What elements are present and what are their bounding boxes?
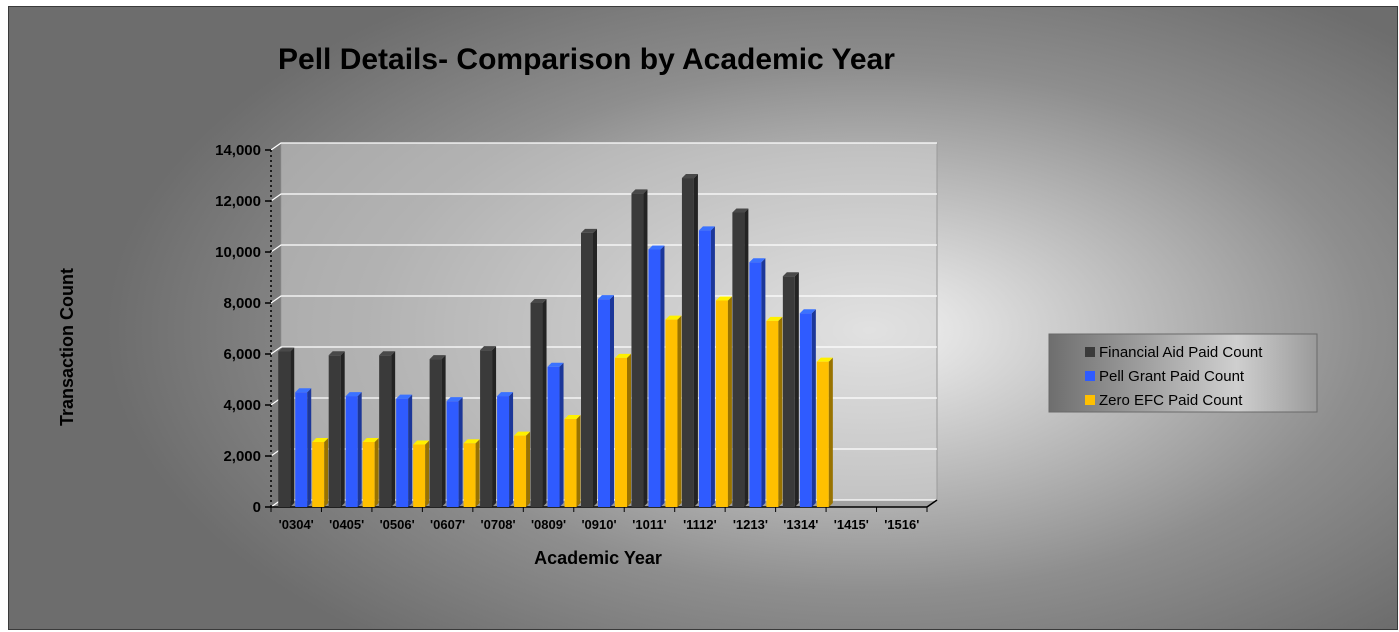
bar — [396, 394, 413, 507]
y-tick-label: 4,000 — [223, 397, 261, 414]
bar — [362, 437, 379, 507]
bar — [816, 357, 833, 507]
bar — [530, 299, 547, 507]
y-tick-labels: 0 2,000 4,000 6,000 8,000 10,000 12,000 14,000 — [215, 142, 261, 516]
y-tick-label: 6,000 — [223, 346, 261, 363]
bar — [698, 226, 715, 507]
bar — [480, 346, 497, 507]
chart-title: Pell Details- Comparison by Academic Yea… — [278, 43, 895, 76]
y-tick-label: 10,000 — [215, 244, 261, 261]
x-tick-label: '0405' — [329, 517, 364, 532]
gridline — [270, 193, 937, 202]
x-tick-label: '1112' — [683, 517, 717, 532]
x-tick-label: '1516' — [884, 517, 919, 532]
legend-swatch — [1085, 371, 1095, 381]
legend-item: Zero EFC Paid Count — [1085, 392, 1243, 409]
bar — [615, 353, 631, 507]
gridline — [270, 295, 937, 304]
bar — [564, 415, 581, 507]
bar — [514, 431, 531, 507]
bar — [648, 245, 665, 507]
bar — [732, 208, 749, 507]
bar — [312, 437, 329, 507]
bar — [665, 315, 682, 507]
x-tick-label: '0809' — [531, 517, 566, 532]
x-tick-label: '0708' — [481, 517, 516, 532]
x-tick-label: '1415' — [834, 517, 869, 532]
y-tick-label: 8,000 — [223, 295, 261, 312]
bar — [497, 392, 514, 507]
x-axis-title: Academic Year — [534, 548, 662, 568]
legend-swatch — [1085, 347, 1095, 357]
bar — [379, 351, 396, 507]
legend-label: Financial Aid Paid Count — [1099, 344, 1263, 361]
x-tick-label: '1314' — [783, 517, 818, 532]
x-tick-labels: '0304' '0405' '0506' '0607' '0708' '0809' '091… — [279, 517, 920, 532]
x-tick-label: '1213' — [733, 517, 768, 532]
bar — [413, 440, 430, 507]
y-axis-title: Transaction Count — [57, 268, 77, 426]
bar — [328, 351, 345, 507]
bar — [681, 174, 698, 508]
bars — [278, 174, 833, 508]
legend-label: Zero EFC Paid Count — [1099, 392, 1243, 409]
legend-item: Financial Aid Paid Count — [1085, 344, 1263, 361]
y-tick-label: 0 — [253, 499, 261, 516]
bar — [446, 397, 463, 507]
y-tick-label: 14,000 — [215, 142, 261, 159]
bar — [581, 228, 597, 507]
bar — [631, 189, 648, 507]
x-tick-label: '0506' — [380, 517, 415, 532]
bar-chart: 02,0004,0006,0008,00010,00012,00014,000 … — [57, 43, 1318, 568]
bar — [278, 347, 295, 507]
x-axis-depth — [926, 499, 938, 508]
legend-swatch — [1085, 395, 1095, 405]
y-tick-label: 12,000 — [215, 193, 261, 210]
legend: Financial Aid Paid Count Pell Grant Paid … — [1048, 333, 1318, 413]
legend-item: Pell Grant Paid Count — [1085, 368, 1245, 385]
chart-area: 0 2,000 4,000 6,000 8,000 10,000 12,000 14,000 … — [8, 6, 1398, 630]
bar — [429, 355, 446, 507]
bar — [799, 309, 816, 507]
gridline — [270, 142, 937, 151]
bar — [715, 296, 732, 507]
bar — [749, 258, 766, 507]
x-tick-label: '0304' — [279, 517, 314, 532]
legend-label: Pell Grant Paid Count — [1099, 368, 1245, 385]
bar — [766, 316, 783, 507]
y-tick-label: 2,000 — [223, 448, 261, 465]
bar — [598, 295, 614, 507]
bar — [547, 362, 564, 507]
bar — [463, 439, 480, 507]
bar — [295, 388, 312, 507]
bar — [345, 392, 362, 507]
x-tick-label: '0910' — [581, 517, 616, 532]
x-tick-label: '1011' — [632, 517, 666, 532]
x-tick-label: '0607' — [430, 517, 465, 532]
gridline — [270, 244, 937, 253]
bar — [782, 272, 799, 507]
